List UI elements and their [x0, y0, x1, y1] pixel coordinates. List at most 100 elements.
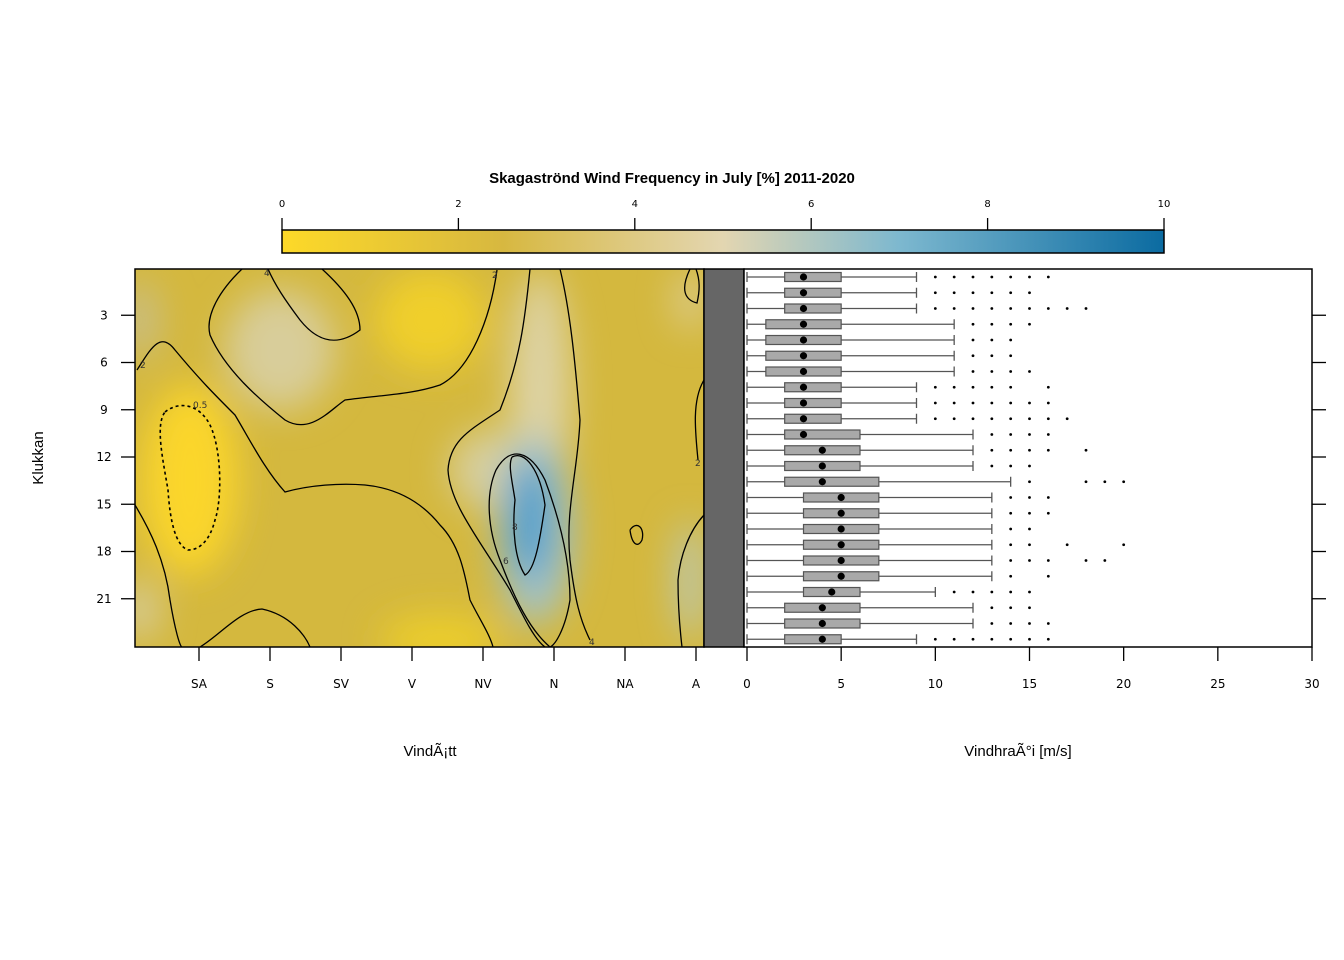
- box-outlier: [1009, 496, 1013, 499]
- heatmap-x-ticks: SA S SV V NV N NA A: [191, 647, 701, 691]
- box-iqr: [784, 634, 842, 645]
- box-hour-23: [746, 618, 1050, 629]
- box-outlier: [933, 637, 937, 641]
- box-outlier: [1009, 354, 1013, 358]
- box-outlier: [1009, 590, 1013, 594]
- box-outlier: [1009, 322, 1013, 326]
- box-outlier: [971, 417, 975, 421]
- heatmap-y-label: Klukkan: [30, 431, 47, 484]
- box-outlier: [1065, 307, 1069, 310]
- box-median: [799, 320, 808, 328]
- y-tick-label: 12: [96, 450, 111, 464]
- x-tick-label-sv: SV: [333, 677, 350, 691]
- boxplot-series: [746, 271, 1126, 645]
- x-tick-label: 30: [1304, 677, 1319, 691]
- box-outlier: [1028, 401, 1031, 405]
- contour-label: 4: [264, 269, 270, 279]
- box-median: [837, 541, 845, 549]
- box-hour-8: [746, 382, 1050, 393]
- x-tick-label: 10: [928, 677, 943, 691]
- x-tick-label: 0: [743, 677, 751, 691]
- box-outlier: [1009, 574, 1013, 578]
- box-hour-3: [746, 303, 1088, 314]
- box-hour-2: [746, 287, 1031, 298]
- box-outlier: [990, 433, 994, 436]
- box-hour-17: [746, 523, 1031, 535]
- box-outlier: [1009, 511, 1013, 515]
- boxplot-x-label: VindhraÃ°i [m/s]: [964, 743, 1071, 760]
- box-median: [837, 572, 845, 580]
- box-median: [799, 367, 808, 376]
- box-median: [799, 304, 808, 313]
- box-median: [837, 493, 845, 502]
- colorbar-tick-label: 10: [1158, 199, 1171, 210]
- box-outlier: [1009, 559, 1013, 562]
- box-outlier: [971, 291, 975, 295]
- box-outlier: [990, 401, 994, 405]
- y-tick-label: 3: [100, 308, 108, 322]
- x-tick-label: 5: [837, 677, 845, 691]
- box-hour-1: [746, 271, 1050, 283]
- box-outlier: [990, 464, 994, 468]
- box-outlier: [1122, 543, 1126, 547]
- box-outlier: [990, 448, 994, 452]
- box-outlier: [971, 275, 975, 279]
- box-outlier: [1028, 637, 1031, 641]
- box-outlier: [1028, 590, 1031, 594]
- box-outlier: [1046, 401, 1050, 405]
- panel-spacer: [703, 268, 745, 648]
- box-outlier: [952, 401, 956, 405]
- box-outlier: [1103, 480, 1107, 484]
- box-outlier: [1046, 511, 1050, 515]
- box-outlier: [952, 417, 956, 421]
- box-median: [837, 525, 845, 533]
- box-median: [799, 289, 808, 297]
- box-outlier: [1028, 527, 1031, 531]
- box-outlier: [1046, 385, 1050, 389]
- box-outlier: [1046, 559, 1050, 562]
- contour-label: 6: [503, 557, 509, 567]
- box-outlier: [1028, 322, 1031, 326]
- box-outlier: [1009, 622, 1013, 625]
- x-tick-label-n: N: [550, 677, 559, 691]
- box-hour-21: [746, 586, 1031, 598]
- box-outlier: [952, 307, 956, 310]
- x-tick-label-nv: NV: [474, 677, 492, 691]
- box-outlier: [990, 354, 994, 358]
- contour-label: 4: [589, 638, 595, 648]
- box-hour-14: [746, 476, 1126, 487]
- box-outlier: [933, 275, 937, 279]
- x-tick-label: 20: [1116, 677, 1131, 691]
- heatmap-panel: 0.5 2 2 2 4 4 6 8 SA S SV V NV N NA A 3 6 9 12 15 18…: [30, 268, 705, 760]
- box-outlier: [971, 385, 975, 389]
- colorbar-tick-label: 0: [279, 199, 285, 210]
- x-tick-label: 25: [1210, 677, 1225, 691]
- box-hour-13: [746, 460, 1031, 472]
- box-hour-5: [746, 334, 1013, 346]
- box-outlier: [990, 637, 994, 641]
- heatmap-y-ticks: 3 6 9 12 15 18 21: [96, 308, 135, 606]
- box-outlier: [971, 401, 975, 405]
- box-outlier: [1028, 417, 1031, 421]
- box-outlier: [952, 385, 956, 389]
- box-outlier: [1009, 637, 1013, 641]
- box-outlier: [971, 322, 975, 326]
- box-outlier: [1028, 606, 1031, 610]
- box-hour-4: [746, 319, 1031, 330]
- y-tick-label: 15: [96, 497, 111, 511]
- box-outlier: [971, 637, 975, 641]
- box-outlier: [1103, 559, 1107, 562]
- box-median: [799, 336, 808, 344]
- box-median: [799, 415, 808, 423]
- colorbar-tick-label: 2: [455, 199, 461, 210]
- box-hour-6: [746, 350, 1013, 361]
- box-outlier: [1046, 448, 1050, 452]
- box-outlier: [1009, 275, 1013, 279]
- box-outlier: [1028, 307, 1031, 310]
- box-outlier: [1009, 385, 1013, 389]
- box-median: [799, 399, 808, 407]
- y-tick-label: 21: [96, 592, 111, 606]
- box-iqr: [784, 303, 842, 314]
- box-median: [799, 273, 808, 281]
